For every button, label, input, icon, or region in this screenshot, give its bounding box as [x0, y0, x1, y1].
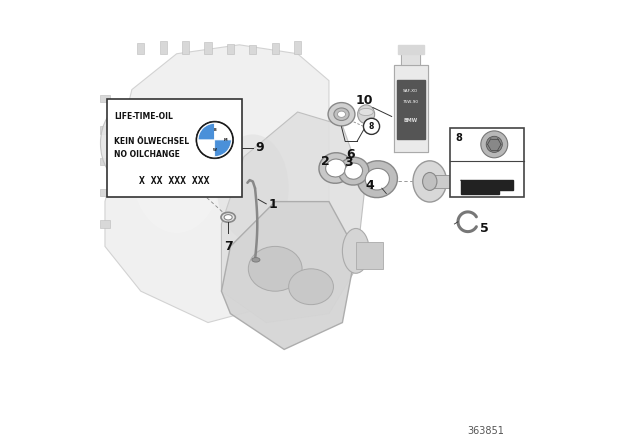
Polygon shape	[221, 202, 356, 349]
Text: 4: 4	[366, 179, 374, 192]
Bar	[100, 220, 110, 228]
Text: 8: 8	[369, 122, 374, 131]
Ellipse shape	[252, 258, 260, 262]
Text: KEIN ÖLWECHSEL: KEIN ÖLWECHSEL	[114, 137, 189, 146]
Bar	[249, 45, 257, 54]
Polygon shape	[401, 54, 420, 65]
Text: NO OILCHANGE: NO OILCHANGE	[114, 150, 180, 159]
Ellipse shape	[337, 111, 346, 117]
Text: X XX XXX XXX: X XX XXX XXX	[139, 176, 210, 186]
Bar	[100, 126, 110, 134]
Bar	[227, 44, 234, 54]
Bar	[100, 158, 110, 165]
Bar	[204, 42, 212, 54]
Bar	[159, 41, 167, 54]
Ellipse shape	[413, 161, 447, 202]
Text: 10: 10	[356, 94, 374, 108]
Polygon shape	[461, 181, 513, 194]
Polygon shape	[394, 65, 428, 152]
Ellipse shape	[359, 108, 373, 116]
Text: BMW: BMW	[404, 118, 418, 124]
Bar	[100, 189, 110, 196]
Bar	[450, 128, 524, 197]
Bar	[294, 41, 301, 54]
Ellipse shape	[339, 157, 369, 185]
Ellipse shape	[221, 212, 236, 222]
Circle shape	[486, 136, 502, 152]
Polygon shape	[105, 45, 329, 323]
Circle shape	[196, 121, 234, 159]
Text: B: B	[213, 128, 216, 132]
Bar	[356, 242, 383, 269]
Text: 9: 9	[255, 141, 264, 155]
Bar	[100, 95, 110, 102]
Text: 5: 5	[480, 222, 489, 235]
Ellipse shape	[132, 108, 221, 233]
Ellipse shape	[358, 105, 374, 124]
Text: W: W	[212, 148, 217, 152]
Ellipse shape	[422, 172, 437, 190]
Polygon shape	[397, 45, 424, 54]
Wedge shape	[215, 123, 231, 140]
Text: 75W-90: 75W-90	[403, 100, 419, 104]
Ellipse shape	[319, 153, 353, 183]
Circle shape	[481, 131, 508, 158]
Text: SAF-XO: SAF-XO	[403, 89, 419, 93]
Wedge shape	[215, 140, 231, 156]
Bar	[271, 43, 279, 54]
Ellipse shape	[217, 134, 289, 242]
Ellipse shape	[289, 269, 333, 305]
Ellipse shape	[328, 103, 355, 126]
Text: 363851: 363851	[467, 426, 504, 436]
Ellipse shape	[326, 159, 346, 177]
Bar	[430, 175, 454, 188]
Bar	[182, 40, 189, 54]
Ellipse shape	[345, 163, 362, 179]
Text: 6: 6	[346, 148, 355, 161]
Polygon shape	[397, 80, 425, 139]
Text: 8: 8	[455, 133, 462, 143]
Text: LIFE-TIME-OIL: LIFE-TIME-OIL	[114, 112, 173, 121]
Text: 1: 1	[269, 198, 277, 211]
Text: M: M	[223, 138, 227, 142]
Circle shape	[364, 118, 380, 134]
Ellipse shape	[451, 175, 458, 188]
Ellipse shape	[334, 108, 349, 121]
Text: 3: 3	[344, 156, 353, 169]
Ellipse shape	[109, 121, 136, 166]
Ellipse shape	[357, 161, 397, 198]
Circle shape	[197, 122, 232, 157]
Ellipse shape	[248, 246, 302, 291]
Ellipse shape	[342, 228, 369, 273]
Polygon shape	[221, 112, 365, 323]
Ellipse shape	[224, 215, 232, 220]
Bar	[137, 43, 145, 54]
Ellipse shape	[100, 108, 145, 179]
Wedge shape	[198, 123, 215, 140]
Ellipse shape	[365, 168, 389, 190]
Wedge shape	[198, 140, 215, 156]
Bar	[108, 99, 242, 197]
Text: 7: 7	[224, 240, 232, 253]
Text: 2: 2	[321, 155, 330, 168]
